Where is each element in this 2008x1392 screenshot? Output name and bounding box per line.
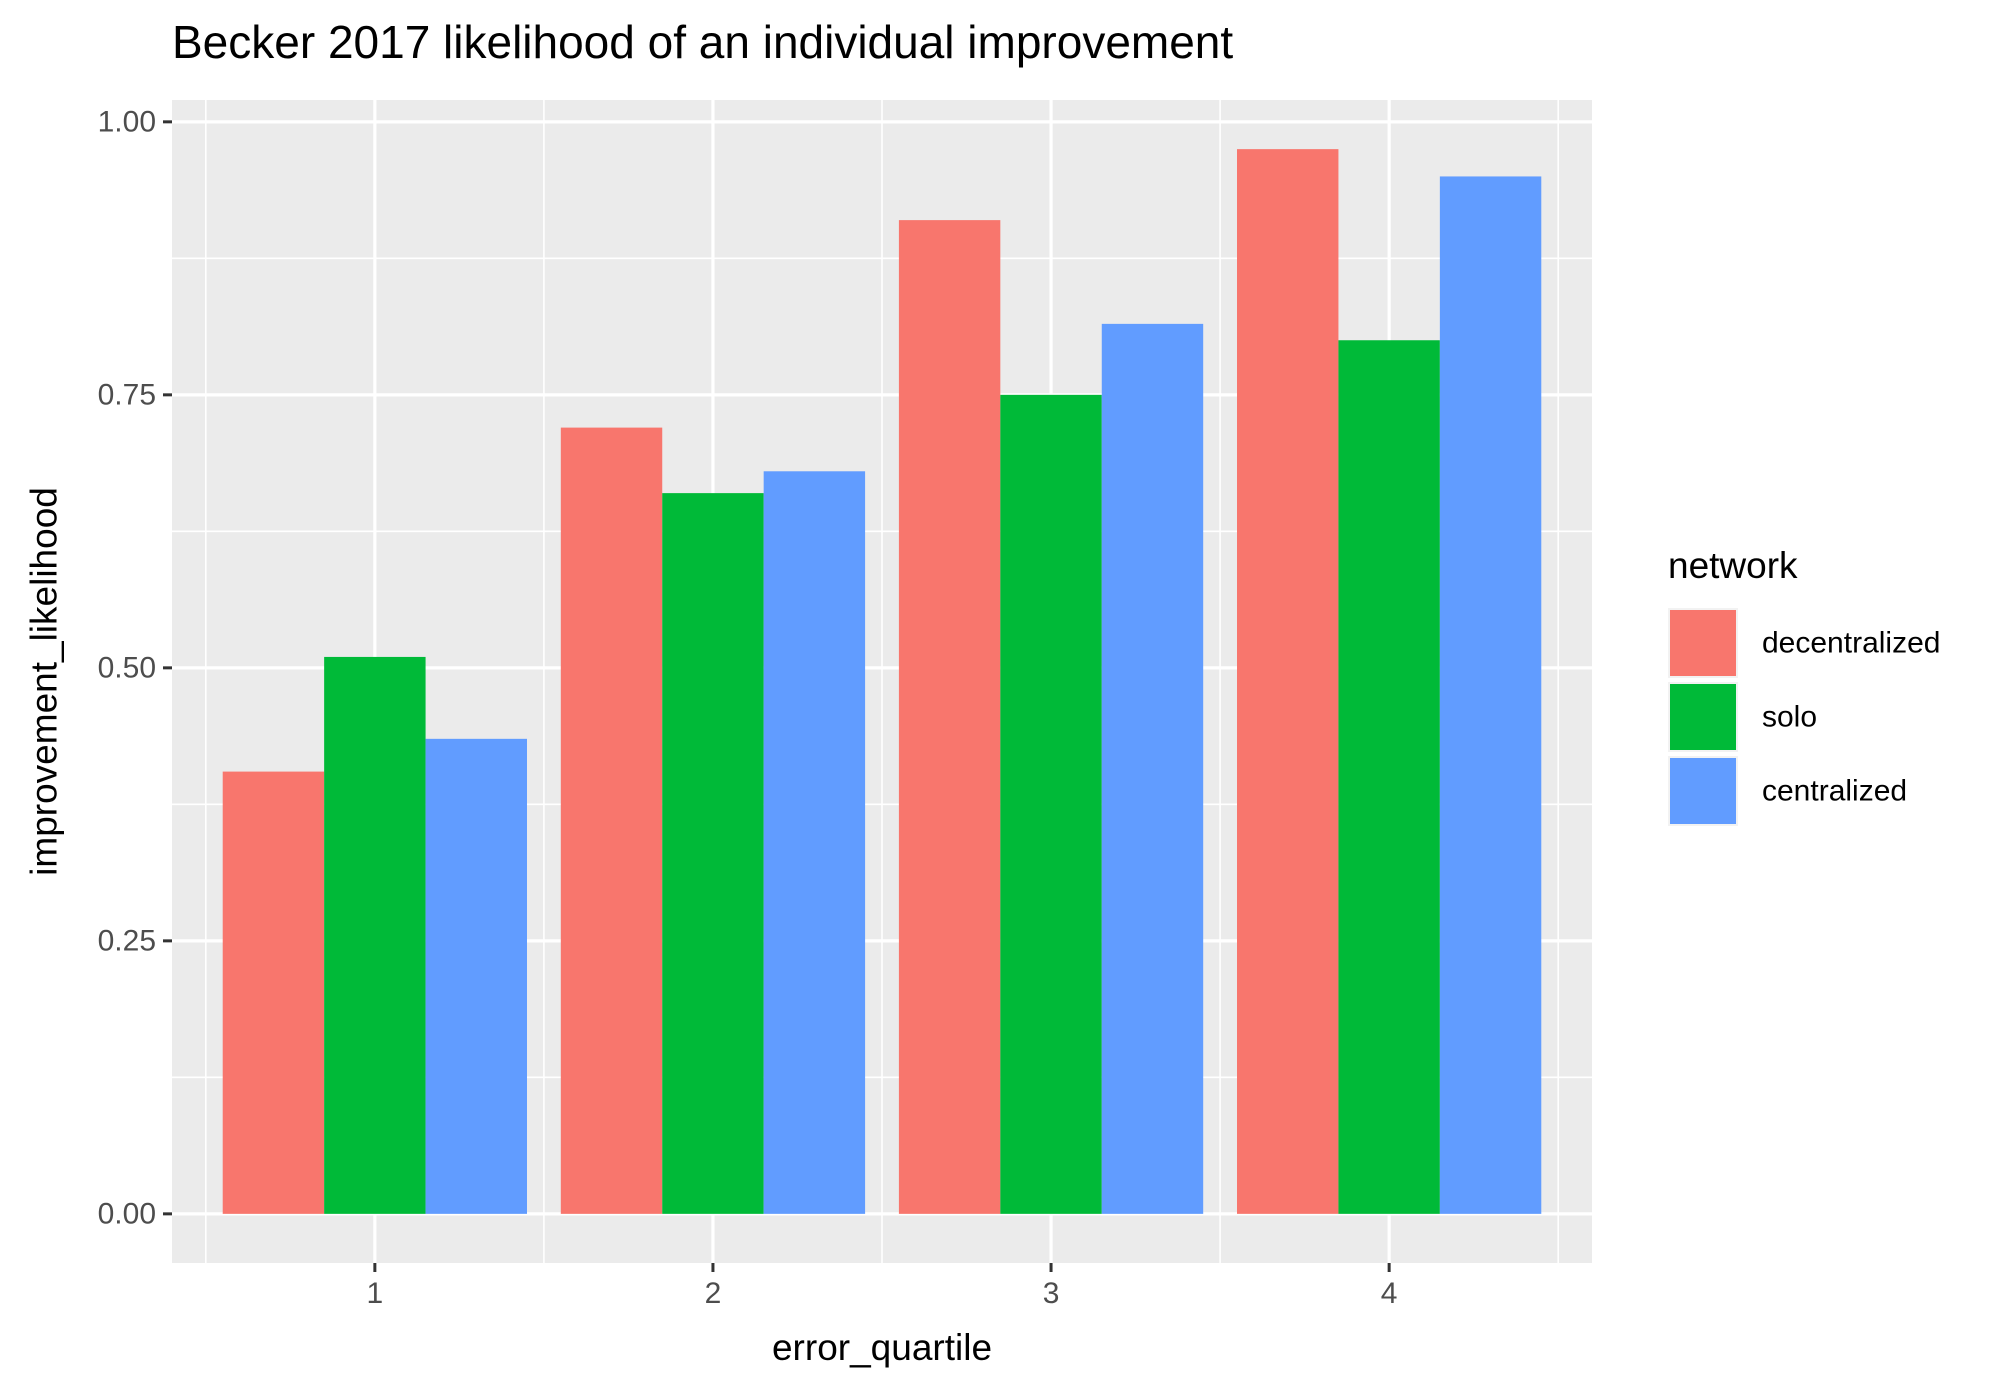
bar-centralized-q2 [763, 471, 866, 1214]
bar-centralized-q1 [425, 738, 527, 1214]
x-tick-label: 1 [367, 1277, 384, 1310]
bar-solo-q2 [662, 493, 764, 1214]
x-axis-title: error_quartile [772, 1327, 992, 1368]
legend-label-solo: solo [1762, 701, 1817, 734]
axes: 0.00 0.25 0.50 0.75 1.00 1 2 3 4 [98, 105, 1398, 1310]
x-tick-label: 3 [1043, 1277, 1060, 1310]
legend-label-centralized: centralized [1762, 775, 1907, 808]
bar-solo-q1 [324, 656, 426, 1214]
bar-solo-q3 [1000, 394, 1102, 1214]
y-tick-label: 1.00 [98, 105, 156, 138]
bar-decentralized-q4 [1237, 149, 1339, 1214]
legend-title: network [1668, 545, 1798, 586]
legend-swatch-solo [1670, 684, 1736, 750]
bar-decentralized-q3 [898, 220, 1001, 1214]
bar-solo-q4 [1338, 340, 1440, 1214]
bars [222, 149, 1542, 1214]
bar-centralized-q3 [1101, 323, 1204, 1214]
bar-decentralized-q2 [560, 427, 663, 1214]
chart-title: Becker 2017 likelihood of an individual … [172, 16, 1233, 68]
legend-swatch-decentralized [1670, 610, 1736, 676]
y-tick-label: 0.25 [98, 924, 156, 957]
legend-label-decentralized: decentralized [1762, 627, 1940, 660]
y-tick-label: 0.75 [98, 378, 156, 411]
bar-decentralized-q1 [222, 771, 325, 1214]
legend: network decentralized solo centralized [1668, 545, 1940, 826]
x-tick-label: 2 [705, 1277, 722, 1310]
y-tick-label: 0.50 [98, 651, 156, 684]
y-axis-title: improvement_likelihood [24, 487, 65, 876]
y-tick-label: 0.00 [98, 1197, 156, 1230]
bar-centralized-q4 [1439, 176, 1542, 1214]
legend-swatch-centralized [1670, 758, 1736, 824]
x-tick-label: 4 [1381, 1277, 1398, 1310]
